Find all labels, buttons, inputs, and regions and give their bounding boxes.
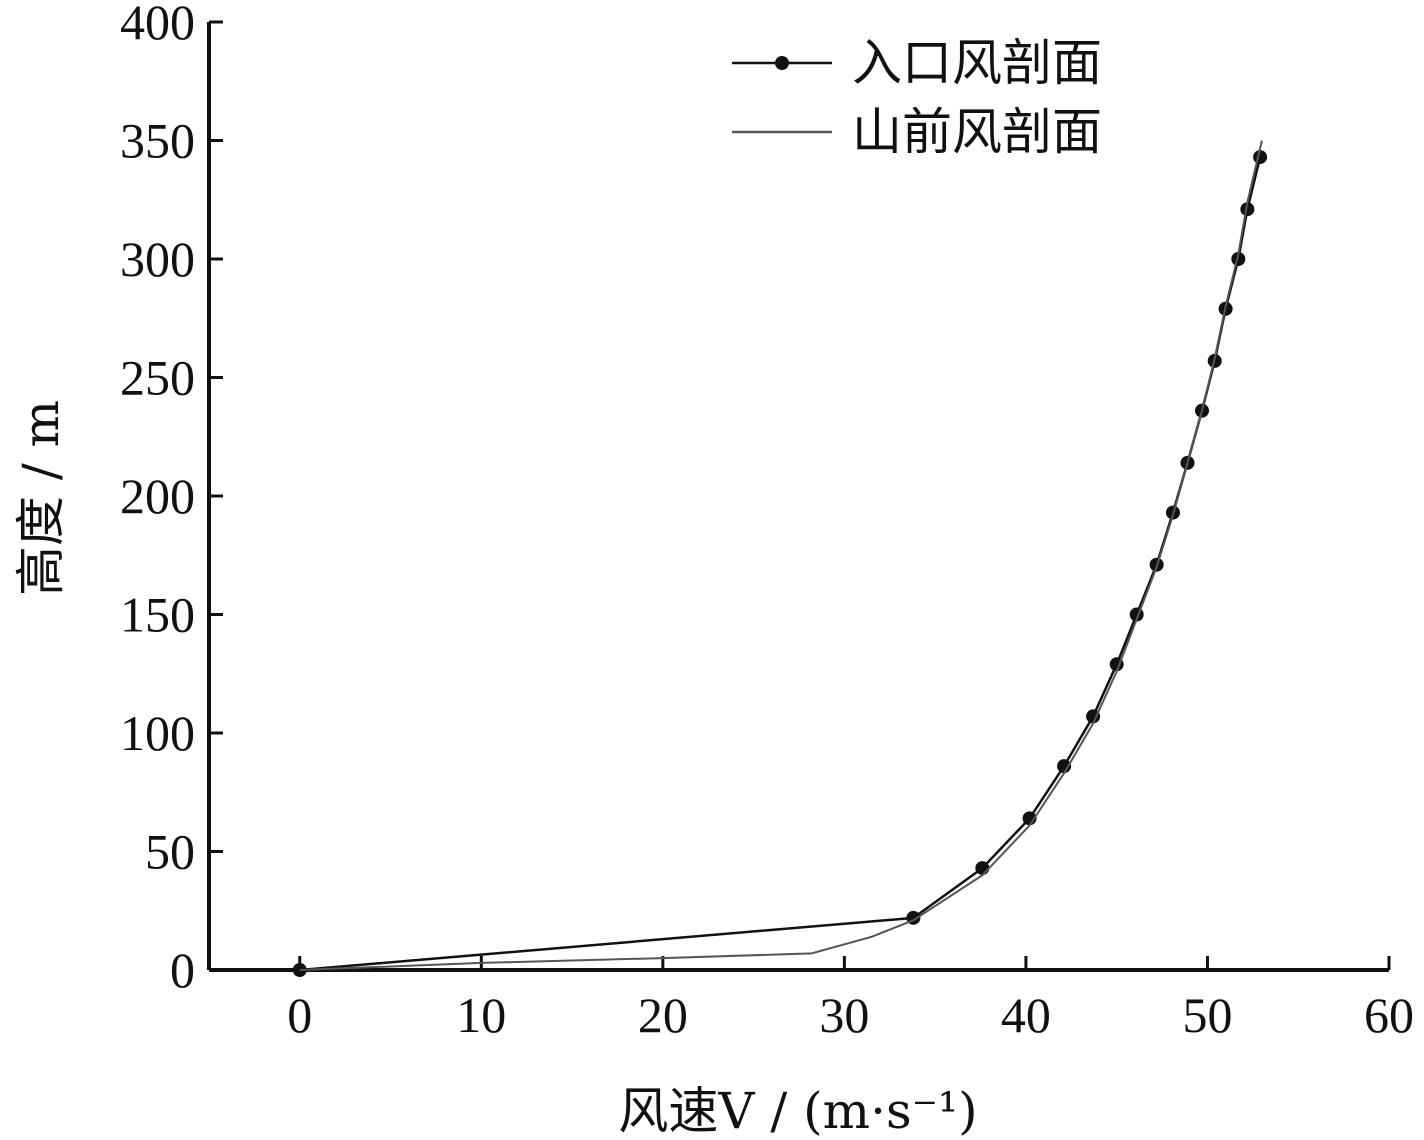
x-axis-title: 风速V / (m·s⁻¹): [618, 1082, 977, 1140]
x-tick-label: 50: [1182, 987, 1232, 1043]
data-point: [975, 861, 990, 876]
x-tick-label: 30: [819, 987, 869, 1043]
data-point: [1057, 759, 1072, 774]
y-tick-label: 400: [120, 0, 195, 50]
series-line-2: [299, 140, 1263, 971]
x-tick-label: 40: [1001, 987, 1051, 1043]
y-tick-label: 50: [145, 824, 195, 880]
data-point: [1086, 709, 1101, 724]
series-line-1: [299, 156, 1262, 972]
data-point: [1231, 252, 1246, 266]
y-tick-label: 100: [120, 705, 195, 761]
legend-marker-1: [775, 56, 789, 70]
series-layer: [292, 140, 1268, 977]
y-tick-label: 200: [120, 468, 195, 524]
x-tick-label: 0: [287, 987, 312, 1043]
y-tick-label: 250: [120, 350, 195, 406]
legend-label-1: 入口风剖面: [852, 34, 1102, 92]
x-tick-label: 10: [456, 987, 506, 1043]
legend-label-2: 山前风剖面: [852, 103, 1102, 161]
data-point: [1240, 202, 1255, 217]
x-tick-label: 20: [638, 987, 688, 1043]
axes: 0 50 100 150 200 250 300 350 400 0 10 20 30 40 50 60: [120, 0, 1414, 1043]
y-tick-label: 350: [120, 113, 195, 169]
data-point: [292, 963, 307, 977]
y-tick-label: 150: [120, 587, 195, 643]
y-tick-label: 0: [170, 942, 195, 998]
y-tick-label: 300: [120, 231, 195, 287]
y-axis-title: 高度 / m: [12, 400, 70, 596]
x-tick-label: 60: [1364, 987, 1414, 1043]
